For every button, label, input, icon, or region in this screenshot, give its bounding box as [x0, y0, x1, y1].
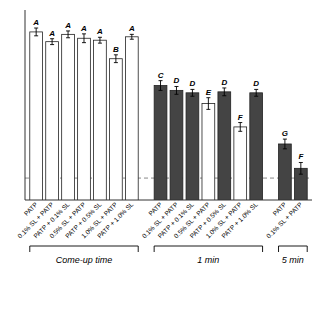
bar	[110, 59, 123, 200]
bar	[202, 104, 215, 200]
letter-label: E	[206, 88, 212, 97]
group-bracket	[154, 246, 262, 252]
group-bracket	[279, 246, 308, 252]
error-bar	[299, 162, 303, 174]
error-bar	[34, 28, 38, 36]
y-axis	[25, 10, 26, 200]
error-bar	[98, 37, 102, 43]
group-label: 5 min	[282, 255, 304, 265]
letter-label: A	[48, 29, 55, 38]
error-bar	[66, 31, 70, 38]
letter-label: A	[96, 27, 103, 36]
x-tick-label: 0.1% SL + PATP	[265, 201, 304, 240]
error-bar	[206, 98, 210, 110]
bar	[30, 32, 43, 200]
letter-label: D	[190, 79, 196, 88]
error-bar	[190, 89, 194, 96]
letter-label: F	[238, 113, 244, 122]
letter-label: D	[253, 79, 259, 88]
x-axis	[25, 200, 312, 201]
letter-label: C	[158, 71, 164, 80]
letter-label: G	[282, 129, 288, 138]
group-bracket	[30, 246, 138, 252]
error-bar	[114, 55, 118, 63]
bar	[170, 90, 183, 200]
group-label: 1 min	[197, 255, 219, 265]
chart: APATPA0.1% SL + PATPAPATP + 0.1% SLA0.5%…	[0, 0, 320, 320]
error-bar	[238, 123, 242, 132]
error-bar	[159, 81, 163, 91]
letter-label: D	[174, 76, 180, 85]
bar	[94, 40, 107, 200]
x-tick-label: PATP + 1.0% SL	[96, 200, 135, 239]
bar	[279, 144, 292, 200]
bar	[62, 34, 75, 200]
error-bar	[222, 88, 226, 96]
error-bar	[254, 89, 258, 96]
letter-label: A	[80, 24, 87, 33]
bar	[218, 92, 231, 200]
error-bar	[82, 34, 86, 43]
labels: APATPA0.1% SL + PATPAPATP + 0.1% SLA0.5%…	[16, 18, 304, 240]
bar	[186, 93, 199, 200]
letter-label: A	[128, 24, 135, 33]
letter-label: A	[64, 21, 71, 30]
error-bar	[174, 86, 178, 94]
bar	[125, 37, 138, 200]
letter-label: B	[113, 45, 119, 54]
letter-label: D	[221, 78, 227, 87]
group-label: Come-up time	[56, 255, 113, 265]
bar	[250, 93, 263, 200]
bar	[234, 127, 247, 200]
error-bar	[50, 39, 54, 45]
plot-area	[25, 28, 312, 200]
error-bar	[130, 34, 134, 39]
letter-label: F	[298, 152, 304, 161]
bar	[46, 42, 59, 200]
letter-label: A	[32, 18, 39, 27]
bar	[78, 38, 91, 200]
bar	[154, 86, 167, 200]
error-bar	[283, 139, 287, 149]
x-tick-label: PATP + 1.0% SL	[220, 200, 259, 239]
